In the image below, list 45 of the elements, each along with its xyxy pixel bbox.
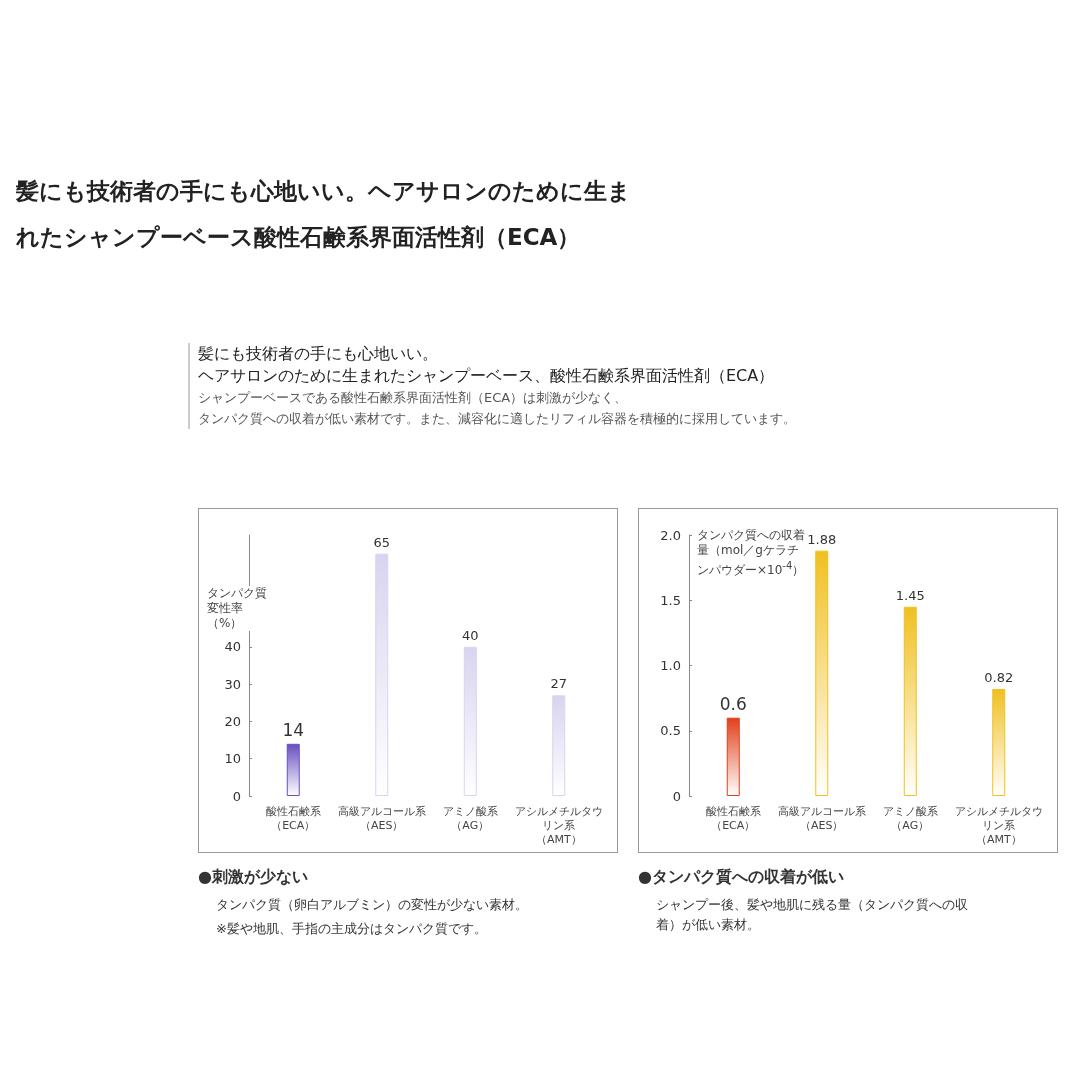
data-label: 0.82: [984, 669, 1014, 685]
data-label: 65: [373, 534, 391, 550]
data-label: 0.6: [719, 694, 747, 715]
y-axis-title: タンパク質への収着量（mol／gケラチンパウダー×10$^{-4}$）: [697, 528, 805, 578]
bar: [463, 646, 477, 796]
x-tick-label: アミノ酸系（AG）: [442, 804, 498, 832]
chart-title: 髪にも技術者の手にも心地いい。ヘアサロンのために生まれたシャンプーベース酸性石鹸系界面活性剤（ECA）: [16, 177, 632, 252]
y-tick-label: 0: [672, 788, 681, 804]
x-tick-label: 酸性石鹸系（ECA）: [265, 804, 321, 832]
bar: [286, 743, 300, 796]
x-tick-label: アミノ酸系（AG）: [882, 804, 938, 832]
text: ※髪や地肌、手指の主成分はタンパク質です。: [216, 919, 488, 938]
y-tick-label: 10: [224, 751, 241, 767]
y-tick-label: 30: [224, 676, 241, 692]
data-label: 14: [282, 720, 305, 741]
text: シャンプー後、髪や地肌に残る量（タンパク質への収着）が低い素材。: [656, 896, 969, 934]
data-label: 1.88: [807, 531, 837, 547]
text: タンパク質（卵白アルブミン）の変性が少ない素材。: [216, 896, 529, 914]
y-tick-label: 20: [224, 713, 241, 729]
x-tick-label: アシルメチルタウリン系（AMT）: [514, 804, 603, 846]
x-tick-label: アシルメチルタウリン系（AMT）: [954, 804, 1043, 846]
y-tick-label: 1.0: [660, 658, 681, 673]
data-label: 27: [550, 676, 568, 692]
x-tick-label: 高級アルコール系（AES）: [777, 804, 866, 832]
bar: [726, 717, 740, 796]
bar: [903, 606, 917, 796]
y-tick-label: 0: [232, 788, 241, 804]
text: シャンプーベースである酸性石鹸系界面活性剤（ECA）は刺激が少なく、: [198, 389, 629, 407]
y-tick-label: 1.5: [660, 592, 681, 608]
y-tick-label: 0.5: [660, 723, 681, 739]
text: ●タンパク質への収着が低い: [638, 866, 845, 888]
chart-subtitle: 髪にも技術者の手にも心地いい。ヘアサロンのために生まれたシャンプーベース、酸性石鹸系界面活性剤（ECA）: [198, 343, 776, 387]
bar: [375, 553, 389, 796]
data-label: 1.45: [895, 587, 925, 603]
bar: [552, 695, 566, 796]
data-label: 40: [461, 627, 479, 643]
text: タンパク質への収着が低い素材です。また、減容化に適したリフィル容器を積極的に採用しています。: [198, 410, 796, 428]
bar: [815, 550, 829, 796]
x-tick-label: 高級アルコール系（AES）: [337, 804, 426, 832]
y-axis-title: タンパク質変性率（%）: [207, 585, 270, 631]
x-tick-label: 酸性石鹸系（ECA）: [705, 804, 761, 832]
y-tick-label: 40: [224, 639, 241, 655]
text: ●刺激が少ない: [198, 866, 309, 888]
y-tick-label: 2.0: [660, 527, 681, 543]
bar: [992, 688, 1006, 796]
